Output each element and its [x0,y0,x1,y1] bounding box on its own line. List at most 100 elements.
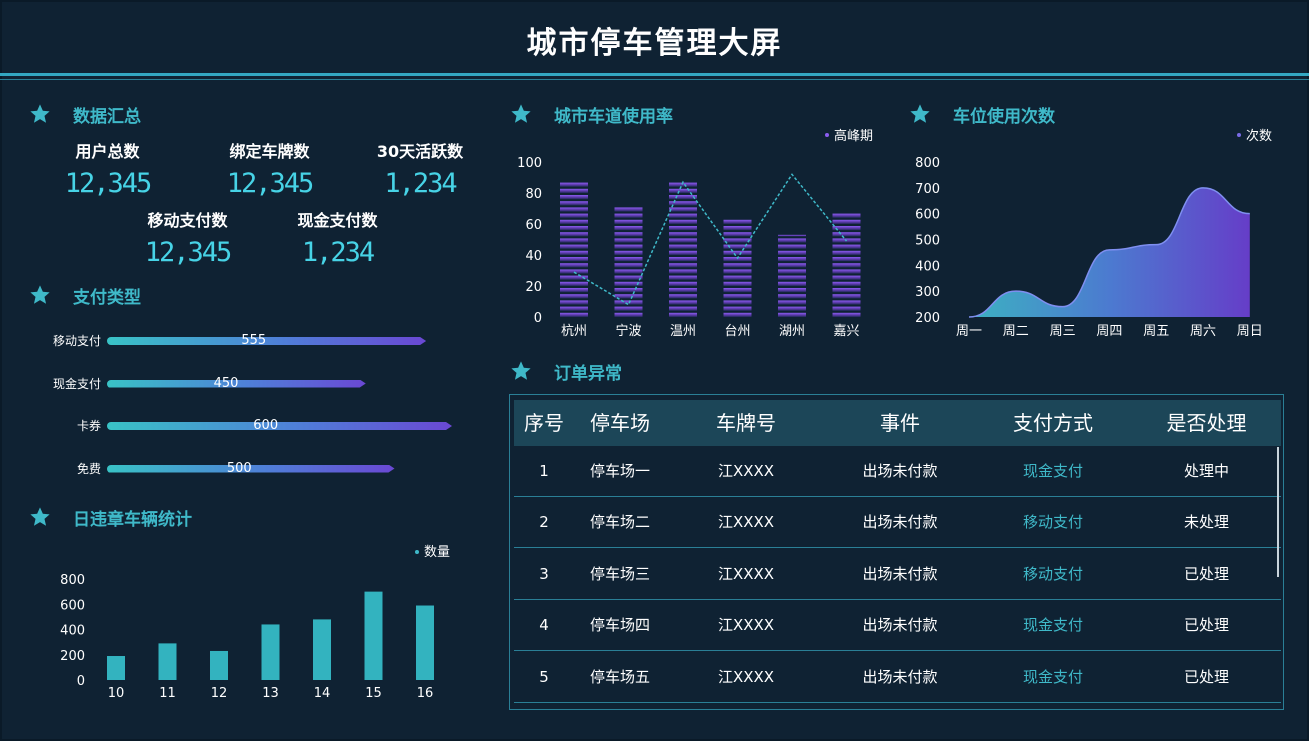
bar-segment [832,269,861,274]
bar-segment [778,250,806,255]
table-row[interactable]: 2 停车场二 江XXXX 出场未付款 移动支付 未处理 [514,497,1281,549]
stat-value: 1,234 [384,168,457,199]
lane-usage-chart: 高峰期 0 20 40 60 80 100 杭州 宁波 温州 台州 湖州 嘉兴 [517,128,873,339]
bar-segment [723,250,752,255]
area-fill [969,187,1250,317]
line-series [573,173,848,306]
bar-segment [560,269,588,274]
bar-segment [669,188,697,193]
bar-segment [832,232,861,237]
bar [107,656,125,680]
header-cell: 支付方式 [1013,411,1093,435]
bar-segment [614,257,643,262]
section-title: 支付类型 [73,287,141,308]
bar-segment [669,213,697,218]
bar-segment [614,219,643,224]
pay-row-value: 600 [253,418,279,433]
x-tick-label: 周二 [1003,324,1029,339]
bar-segment [669,182,697,187]
bar [669,182,697,317]
bar-segment [560,281,588,286]
x-tick-label: 湖州 [779,324,805,339]
bar-segment [832,300,861,305]
bar-segment [614,226,643,231]
header-cell: 车牌号 [716,411,776,435]
table-cell: 江XXXX [717,667,775,686]
bar-segment [560,244,588,249]
bar-segment [778,263,806,268]
bar-segment [832,213,861,218]
bar-segment [778,281,806,286]
star-icon [29,284,51,306]
x-tick-label: 嘉兴 [833,324,859,339]
bar [158,643,177,680]
bar-segment [832,306,861,311]
x-tick-label: 周四 [1096,324,1122,339]
bar-segment [778,244,806,249]
bar-segment [614,288,643,293]
table-cell: 停车场四 [589,616,650,635]
x-tick-label: 周六 [1190,324,1216,339]
bar-segment [669,263,697,268]
table-scrollbar[interactable] [1277,447,1279,577]
bar-segment [560,300,588,305]
stat-active: 30天活跃数 1,234 [360,138,480,199]
pay-row-bar [107,337,426,345]
table-cell: 停车场三 [589,564,650,583]
table-cell: 江XXXX [717,513,775,532]
bar-segment [778,257,806,262]
y-tick-label: 80 [525,187,542,202]
bar-segment [669,244,697,249]
star-icon [510,103,532,125]
bar-segment [778,238,806,243]
bar-segment [669,238,697,243]
bar [364,591,383,680]
x-tick-label: 周五 [1143,324,1169,339]
y-tick-label: 400 [915,259,940,274]
bar-segment [832,263,861,268]
table-row[interactable]: 3 停车场三 江XXXX 出场未付款 移动支付 已处理 [514,549,1281,600]
table-cell: 5 [539,667,549,686]
bar-segment [723,263,752,268]
bar-segment [614,312,643,317]
table-row[interactable]: 1 停车场一 江XXXX 出场未付款 现金支付 处理中 [514,446,1281,497]
bar-segment [778,234,806,237]
section-parking: 车位使用次数 [909,101,1055,127]
section-orders: 订单异常 [510,358,622,384]
bar-segment [560,312,588,317]
y-tick-label: 0 [534,311,542,326]
y-tick-label: 0 [77,674,85,689]
table-cell: 出场未付款 [862,564,938,583]
bar-segment [723,269,752,274]
table-cell: 2 [539,513,549,532]
bar-segment [669,300,697,305]
stat-label: 现金支付数 [297,211,378,230]
parking-usage-chart: 次数 200 300 400 500 600 700 800 周一 周二 周三 周四 周五 周六 周日 [915,128,1272,339]
table-cell: 1 [539,462,549,480]
star-icon [29,103,51,125]
bar-segment [832,312,861,317]
x-tick-label: 周三 [1050,324,1076,339]
bar-segment [669,294,697,299]
pay-row-bar [107,465,395,473]
stat-label: 移动支付数 [147,211,228,230]
table-cell: 停车场二 [589,513,650,532]
stat-cash-pay: 现金支付数 1,234 [285,207,390,268]
bar-segment [832,281,861,286]
bar-segment [778,288,806,293]
bar-segment [723,238,752,243]
table-cell: 现金支付 [1022,616,1083,635]
bar-segment [778,294,806,299]
section-title: 订单异常 [554,363,622,384]
x-tick-label: 杭州 [561,324,587,339]
table-row[interactable]: 4 停车场四 江XXXX 出场未付款 现金支付 已处理 [514,600,1281,652]
bar-segment [723,306,752,311]
bar-segment [560,238,588,243]
stat-value: 12,345 [226,168,315,199]
legend-label: 高峰期 [834,128,873,144]
bar-segment [614,306,643,311]
x-tick-label: 11 [159,686,176,701]
table-cell: 已处理 [1183,564,1229,583]
table-row[interactable]: 5 停车场五 江XXXX 出场未付款 现金支付 已处理 [514,652,1281,703]
pay-row-label: 卡券 [76,419,101,433]
